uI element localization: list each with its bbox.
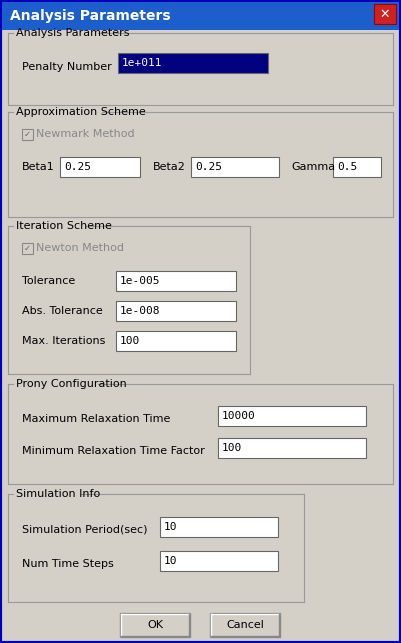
Bar [22, 243, 33, 254]
Bar [118, 53, 268, 73]
Bar [22, 129, 33, 140]
Bar [116, 301, 236, 321]
Text: Max. Iterations: Max. Iterations [22, 336, 105, 346]
Bar [160, 517, 278, 537]
Bar [218, 406, 366, 426]
Text: 1e-008: 1e-008 [120, 306, 160, 316]
Bar [160, 551, 278, 571]
Text: Prony Configuration: Prony Configuration [16, 379, 127, 389]
Text: ✓: ✓ [24, 129, 31, 138]
Text: 1e-005: 1e-005 [120, 276, 160, 286]
Text: Maximum Relaxation Time: Maximum Relaxation Time [22, 414, 170, 424]
Text: 0.25: 0.25 [195, 162, 222, 172]
Text: Approximation Scheme: Approximation Scheme [16, 107, 146, 117]
Text: OK: OK [147, 620, 163, 630]
Text: ✓: ✓ [24, 244, 31, 253]
Text: 100: 100 [222, 443, 242, 453]
Bar [333, 157, 381, 177]
Text: Iteration Scheme: Iteration Scheme [16, 221, 112, 231]
Bar [218, 438, 366, 458]
Text: Cancel: Cancel [226, 620, 264, 630]
Text: 10: 10 [164, 522, 178, 532]
Text: 10: 10 [164, 556, 178, 566]
Text: 0.25: 0.25 [64, 162, 91, 172]
Text: Beta2: Beta2 [153, 162, 186, 172]
Text: Analysis Parameters: Analysis Parameters [10, 9, 170, 23]
Bar [374, 4, 396, 24]
Text: ✕: ✕ [380, 8, 390, 21]
Bar [210, 613, 280, 637]
Text: Minimum Relaxation Time Factor: Minimum Relaxation Time Factor [22, 446, 205, 456]
Bar [120, 613, 190, 637]
Bar [60, 157, 140, 177]
Text: Newmark Method: Newmark Method [36, 129, 135, 139]
Text: Gamma: Gamma [291, 162, 335, 172]
Text: Simulation Period(sec): Simulation Period(sec) [22, 525, 148, 535]
Text: Abs. Tolerance: Abs. Tolerance [22, 306, 103, 316]
Bar [191, 157, 279, 177]
Bar [2, 2, 399, 30]
Text: Beta1: Beta1 [22, 162, 55, 172]
Text: 1e+011: 1e+011 [122, 58, 162, 68]
Text: 10000: 10000 [222, 411, 256, 421]
Text: 100: 100 [120, 336, 140, 346]
Text: Newton Method: Newton Method [36, 243, 124, 253]
Bar [116, 271, 236, 291]
Text: 0.5: 0.5 [337, 162, 357, 172]
Bar [116, 331, 236, 351]
Text: Penalty Number: Penalty Number [22, 62, 112, 72]
Text: Tolerance: Tolerance [22, 276, 75, 286]
Text: Analysis Parameters: Analysis Parameters [16, 28, 130, 38]
Text: Num Time Steps: Num Time Steps [22, 559, 114, 569]
Text: Simulation Info: Simulation Info [16, 489, 100, 499]
